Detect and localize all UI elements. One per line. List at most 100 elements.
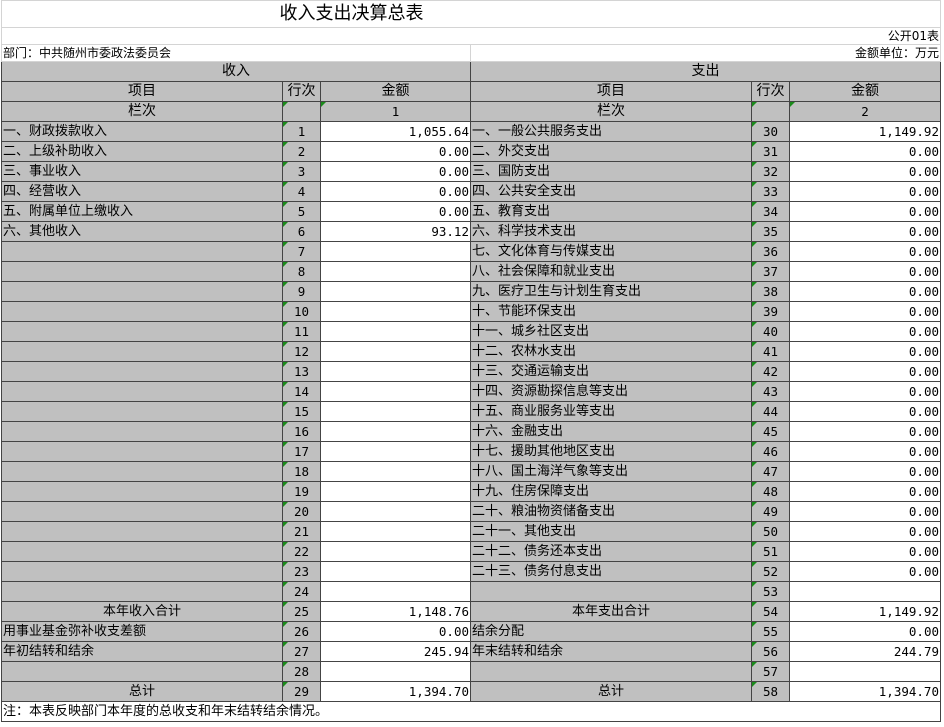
income-line[interactable]: 26: [282, 621, 321, 642]
expense-item[interactable]: [470, 581, 752, 602]
expense-amount[interactable]: 0.00: [789, 361, 941, 382]
income-item[interactable]: 四、经营收入: [1, 181, 283, 202]
expense-line[interactable]: 32: [751, 161, 790, 182]
income-amount[interactable]: [320, 361, 471, 382]
income-amount[interactable]: [320, 321, 471, 342]
income-item[interactable]: 一、财政拨款收入: [1, 121, 283, 142]
income-item[interactable]: [1, 421, 283, 442]
expense-item[interactable]: 二十一、其他支出: [470, 521, 752, 542]
expense-amount[interactable]: 0.00: [789, 181, 941, 202]
expense-item[interactable]: 十三、交通运输支出: [470, 361, 752, 382]
income-line[interactable]: 25: [282, 601, 321, 622]
expense-line[interactable]: 42: [751, 361, 790, 382]
income-line[interactable]: 23: [282, 561, 321, 582]
income-line[interactable]: 2: [282, 141, 321, 162]
expense-item[interactable]: 十四、资源勘探信息等支出: [470, 381, 752, 402]
expense-item[interactable]: 八、社会保障和就业支出: [470, 261, 752, 282]
expense-line[interactable]: 49: [751, 501, 790, 522]
income-line[interactable]: 22: [282, 541, 321, 562]
expense-item[interactable]: 六、科学技术支出: [470, 221, 752, 242]
income-line[interactable]: 27: [282, 641, 321, 662]
income-item[interactable]: [1, 281, 283, 302]
income-line[interactable]: 1: [282, 121, 321, 142]
income-item[interactable]: 三、事业收入: [1, 161, 283, 182]
income-amount[interactable]: 0.00: [320, 201, 471, 222]
income-line[interactable]: 28: [282, 661, 321, 682]
income-line[interactable]: 11: [282, 321, 321, 342]
expense-line[interactable]: 47: [751, 461, 790, 482]
expense-item[interactable]: 一、一般公共服务支出: [470, 121, 752, 142]
expense-line[interactable]: 57: [751, 661, 790, 682]
income-amount[interactable]: [320, 441, 471, 462]
expense-amount[interactable]: 0.00: [789, 521, 941, 542]
expense-amount[interactable]: 1,149.92: [789, 601, 941, 622]
income-amount[interactable]: [320, 341, 471, 362]
income-item[interactable]: 年初结转和结余: [1, 641, 283, 662]
income-line[interactable]: 6: [282, 221, 321, 242]
income-line[interactable]: 19: [282, 481, 321, 502]
income-line[interactable]: 4: [282, 181, 321, 202]
expense-line[interactable]: 50: [751, 521, 790, 542]
income-line[interactable]: 14: [282, 381, 321, 402]
income-line[interactable]: 12: [282, 341, 321, 362]
expense-item[interactable]: 十七、援助其他地区支出: [470, 441, 752, 462]
expense-line[interactable]: 34: [751, 201, 790, 222]
income-amount[interactable]: [320, 381, 471, 402]
expense-amount[interactable]: 244.79: [789, 641, 941, 662]
income-item[interactable]: 本年收入合计: [1, 601, 283, 622]
income-amount[interactable]: [320, 501, 471, 522]
income-item[interactable]: [1, 541, 283, 562]
income-amount[interactable]: [320, 521, 471, 542]
income-line[interactable]: 18: [282, 461, 321, 482]
expense-line[interactable]: 35: [751, 221, 790, 242]
expense-amount[interactable]: 0.00: [789, 401, 941, 422]
expense-amount[interactable]: 0.00: [789, 241, 941, 262]
income-item[interactable]: [1, 561, 283, 582]
expense-amount[interactable]: 0.00: [789, 341, 941, 362]
expense-line[interactable]: 30: [751, 121, 790, 142]
income-amount[interactable]: [320, 301, 471, 322]
expense-item[interactable]: 九、医疗卫生与计划生育支出: [470, 281, 752, 302]
income-amount[interactable]: 245.94: [320, 641, 471, 662]
expense-item[interactable]: 四、公共安全支出: [470, 181, 752, 202]
expense-line[interactable]: 41: [751, 341, 790, 362]
expense-line[interactable]: 52: [751, 561, 790, 582]
expense-line[interactable]: 44: [751, 401, 790, 422]
income-item[interactable]: 六、其他收入: [1, 221, 283, 242]
income-line[interactable]: 9: [282, 281, 321, 302]
expense-item[interactable]: 十二、农林水支出: [470, 341, 752, 362]
income-amount[interactable]: [320, 241, 471, 262]
income-line[interactable]: 16: [282, 421, 321, 442]
expense-line[interactable]: 38: [751, 281, 790, 302]
income-item[interactable]: 总计: [1, 681, 283, 702]
expense-line[interactable]: 53: [751, 581, 790, 602]
income-amount[interactable]: [320, 401, 471, 422]
income-amount[interactable]: [320, 461, 471, 482]
income-amount[interactable]: 0.00: [320, 621, 471, 642]
expense-line[interactable]: 31: [751, 141, 790, 162]
income-amount[interactable]: 1,394.70: [320, 681, 471, 702]
income-item[interactable]: [1, 521, 283, 542]
expense-item[interactable]: 十八、国土海洋气象等支出: [470, 461, 752, 482]
income-amount[interactable]: [320, 581, 471, 602]
income-item[interactable]: [1, 341, 283, 362]
expense-item[interactable]: 年末结转和结余: [470, 641, 752, 662]
income-item[interactable]: 二、上级补助收入: [1, 141, 283, 162]
expense-amount[interactable]: 0.00: [789, 281, 941, 302]
income-line[interactable]: 15: [282, 401, 321, 422]
expense-item[interactable]: 十五、商业服务业等支出: [470, 401, 752, 422]
income-line[interactable]: 17: [282, 441, 321, 462]
expense-item[interactable]: 五、教育支出: [470, 201, 752, 222]
expense-amount[interactable]: [789, 661, 941, 682]
income-item[interactable]: [1, 461, 283, 482]
expense-item[interactable]: 十、节能环保支出: [470, 301, 752, 322]
income-item[interactable]: [1, 661, 283, 682]
expense-item[interactable]: [470, 661, 752, 682]
expense-amount[interactable]: 0.00: [789, 441, 941, 462]
expense-amount[interactable]: 0.00: [789, 421, 941, 442]
income-line[interactable]: 3: [282, 161, 321, 182]
expense-item[interactable]: 十一、城乡社区支出: [470, 321, 752, 342]
income-line[interactable]: 13: [282, 361, 321, 382]
expense-amount[interactable]: 0.00: [789, 161, 941, 182]
income-item[interactable]: [1, 501, 283, 522]
